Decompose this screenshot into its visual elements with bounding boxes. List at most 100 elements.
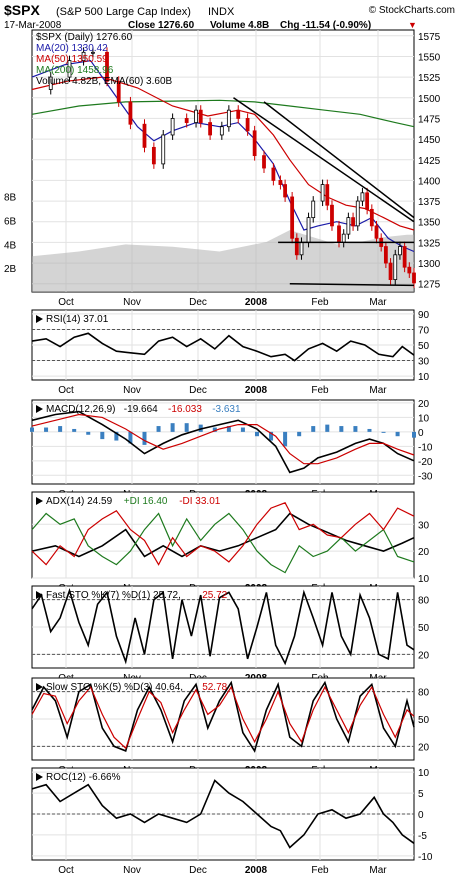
candle-body [226,109,231,128]
panel-frame [31,399,415,485]
y-tick-label: 20 [418,547,430,558]
y-tick-label: -5 [418,831,427,842]
x-tick-label: 2008 [245,297,268,308]
candle-body [128,101,133,125]
legend-entry: Fast STO %K(7) %D(1) 25.72, [46,590,181,601]
candle-body [151,146,156,165]
y-tick-label: 30 [418,520,430,531]
y-tick-label: 1550 [418,52,441,63]
candle-body [67,60,72,78]
candle-body [346,217,351,235]
volume-area [32,230,414,292]
candle-body [398,246,402,256]
legend-entry: MA(20) 1330.42 [36,43,108,54]
candle-body [294,237,299,256]
symbol-title: $SPX [4,2,40,18]
y-tick-label: 80 [418,688,430,699]
x-tick-label: Oct [58,865,74,876]
y-tick-label: 1425 [418,156,441,167]
candle-body [142,123,147,148]
legend-entry: -16.033 [168,404,202,415]
y-tick-label: -30 [418,471,433,482]
candle-body [311,200,316,219]
histogram-bar [72,428,77,432]
volume-tick-label: 8B [4,193,17,204]
histogram-bar [412,431,416,438]
legend-entry: +DI 16.40 [124,496,168,507]
volume-tick-label: 2B [4,264,17,275]
histogram-bar [156,426,161,432]
histogram-bar [381,431,386,433]
candle-body [105,51,109,82]
x-tick-label: Mar [369,297,387,308]
series-line [31,587,415,666]
x-tick-label: Nov [123,297,141,308]
collapse-arrow-icon [36,497,43,505]
legend-entry: 25.72 [202,590,227,601]
collapse-arrow-icon [36,683,43,691]
legend-entry: MACD(12,26,9) [46,404,115,415]
candle-body [383,246,388,264]
volume-tick-label: 4B [4,240,17,251]
collapse-arrow-icon [36,591,43,599]
candle-body [393,254,398,281]
quote-close: Close 1276.60 [128,20,195,31]
y-tick-label: 1300 [418,259,441,270]
candle-body [325,184,330,206]
legend-entry: -DI 33.01 [179,496,221,507]
candle-body [369,208,374,227]
x-tick-label: Feb [311,297,329,308]
y-tick-label: 20 [418,650,430,661]
histogram-bar [44,427,49,432]
histogram-bar [353,426,358,432]
candle-body [341,233,346,243]
histogram-bar [395,431,400,437]
ma200-line [31,99,415,128]
series-line [31,685,415,750]
x-tick-label: Oct [58,297,74,308]
candle-body [320,184,325,202]
x-tick-label: Dec [189,865,207,876]
candle-body [170,118,175,136]
x-tick-label: Feb [311,865,329,876]
series-line [31,502,415,566]
x-tick-label: Nov [123,385,141,396]
legend-entry: $SPX (Daily) 1276.60 [36,32,133,43]
candle-body [412,272,416,284]
quote-change: Chg -11.54 (-0.90%) [280,20,371,31]
x-tick-label: 2008 [245,385,268,396]
collapse-arrow-icon [36,773,43,781]
candle-body [374,225,379,239]
histogram-bar [283,431,288,447]
y-tick-label: 10 [418,413,430,424]
histogram-bar [240,427,245,432]
y-tick-label: -10 [418,442,433,453]
y-tick-label: 1500 [418,94,441,105]
histogram-bar [184,423,189,432]
candle-body [161,134,166,165]
y-tick-label: 50 [418,341,430,352]
candle-body [351,217,355,227]
legend-entry: MA(200) 1458.96 [36,65,114,76]
legend-entry: ADX(14) 24.59 [46,496,113,507]
candle-body [271,167,276,181]
histogram-bar [128,431,133,444]
y-tick-label: 20 [418,742,430,753]
quote-volume: Volume 4.8B [210,20,269,31]
candle-body [290,196,295,239]
y-tick-label: 0 [418,428,424,439]
down-arrow-icon: ▼ [408,20,417,30]
collapse-arrow-icon [36,405,43,413]
histogram-bar [254,431,259,437]
candle-body [388,262,393,281]
candle-body [330,204,334,227]
y-tick-label: 1450 [418,135,441,146]
histogram-bar [297,431,302,437]
x-tick-label: Dec [189,385,207,396]
histogram-bar [325,424,330,432]
candle-body [262,155,266,169]
y-tick-label: 1525 [418,73,441,84]
trendline-support [289,282,415,287]
x-tick-label: Mar [369,385,387,396]
